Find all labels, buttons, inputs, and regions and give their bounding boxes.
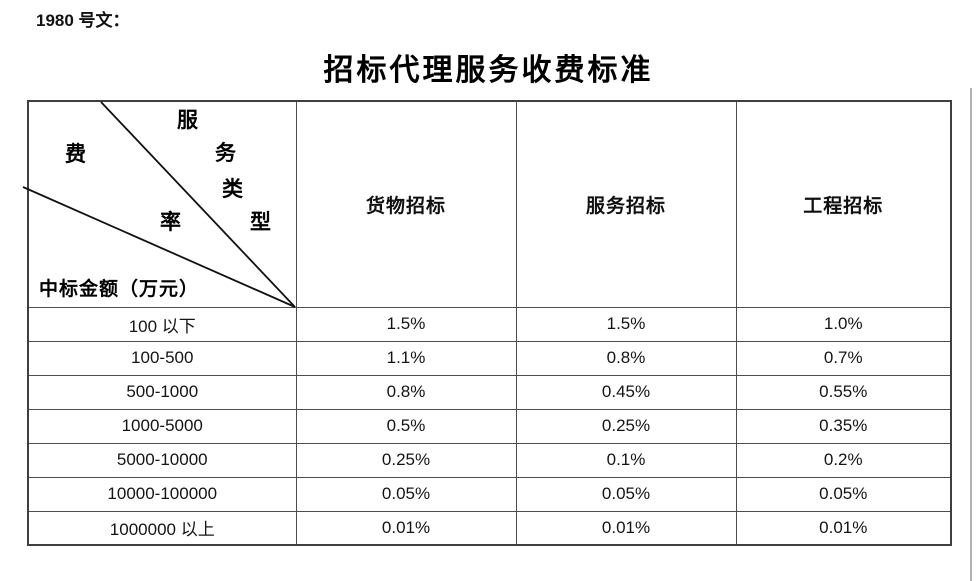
row-label: 1000000 以上 [27,510,297,546]
fee-cell: 0.05% [295,476,517,512]
fee-cell: 1.5% [295,306,517,342]
column-header-goods: 货物招标 [295,100,517,308]
table-row: 500-1000 0.8% 0.45% 0.55% [27,374,952,410]
table-row: 10000-100000 0.05% 0.05% 0.05% [27,476,952,512]
page-title: 招标代理服务收费标准 [323,54,654,87]
table-row: 100-500 1.1% 0.8% 0.7% [27,340,952,376]
fee-cell: 1.5% [515,306,737,342]
fee-cell: 1.1% [295,340,517,376]
fee-cell: 0.25% [515,408,737,444]
fee-cell: 0.05% [515,476,737,512]
fee-cell: 0.01% [735,510,952,546]
fee-cell: 0.8% [295,374,517,410]
row-label: 500-1000 [27,374,297,410]
row-label: 10000-100000 [27,476,297,512]
row-label: 100 以下 [27,306,297,342]
fee-standard-table: 服 务 类 型 费 率 中标金额（万元） 货物招标 服务招标 工程招标 100 … [22,100,952,546]
page-edge-line [970,88,972,581]
corner-char-service-type: 务 [215,141,236,165]
table-header-row: 服 务 类 型 费 率 中标金额（万元） 货物招标 服务招标 工程招标 [22,100,952,308]
row-label: 5000-10000 [27,442,297,478]
fee-cell: 0.8% [515,340,737,376]
table-row: 5000-10000 0.25% 0.1% 0.2% [27,442,952,478]
row-label: 1000-5000 [27,408,297,444]
fee-cell: 0.7% [735,340,952,376]
corner-char-service-type: 服 [177,108,198,132]
corner-header-cell: 服 务 类 型 费 率 中标金额（万元） [22,100,297,308]
column-header-services: 服务招标 [515,100,737,308]
table-row: 100 以下 1.5% 1.5% 1.0% [27,306,952,342]
table-row: 1000000 以上 0.01% 0.01% 0.01% [27,510,952,546]
fee-cell: 0.55% [735,374,952,410]
fee-cell: 0.01% [295,510,517,546]
fee-cell: 0.2% [735,442,952,478]
document-ref-label: 1980 号文： [36,11,130,30]
fee-cell: 0.45% [515,374,737,410]
corner-char-fee-rate: 费 [65,142,86,166]
corner-char-fee-rate: 率 [160,210,181,234]
corner-char-service-type: 型 [250,210,271,234]
fee-cell: 1.0% [735,306,952,342]
column-header-works: 工程招标 [735,100,952,308]
corner-amount-label: 中标金额（万元） [39,279,200,300]
table-row: 1000-5000 0.5% 0.25% 0.35% [27,408,952,444]
fee-cell: 0.5% [295,408,517,444]
corner-char-service-type: 类 [222,177,243,201]
fee-cell: 0.05% [735,476,952,512]
fee-cell: 0.35% [735,408,952,444]
row-label: 100-500 [27,340,297,376]
fee-cell: 0.01% [515,510,737,546]
fee-cell: 0.1% [515,442,737,478]
fee-cell: 0.25% [295,442,517,478]
